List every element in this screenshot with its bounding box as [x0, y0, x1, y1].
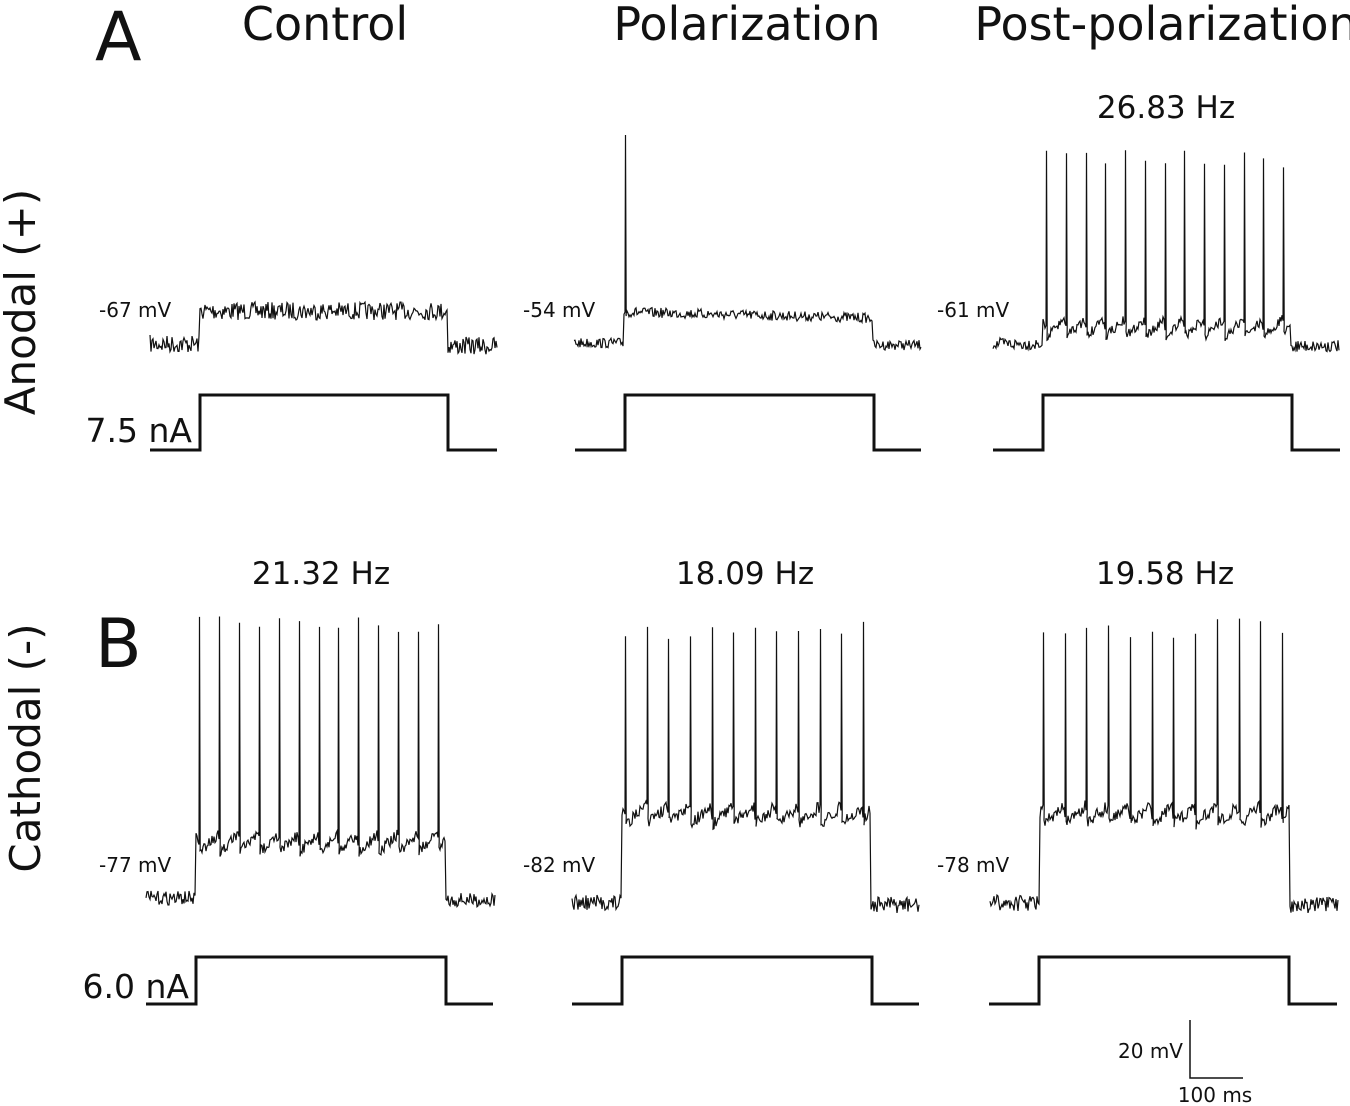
current-step-b2: [572, 955, 919, 1006]
scale-bar: 20 mV 100 ms: [1118, 1020, 1252, 1106]
rmp-label-a2: -54 mV: [523, 298, 596, 322]
row-label-anodal: Anodal (+): [0, 189, 45, 415]
current-step-a2: [575, 393, 921, 452]
rate-label-a3: 26.83 Hz: [1097, 90, 1235, 126]
column-title-control: Control: [242, 0, 408, 51]
rate-label-b2: 18.09 Hz: [676, 556, 814, 592]
current-step-b3: [989, 955, 1337, 1006]
scale-bar-lines: [1189, 1020, 1243, 1079]
current-step-a1: [150, 393, 497, 452]
voltage-trace-a3: [992, 150, 1340, 353]
row-label-cathodal: Cathodal (-): [1, 623, 50, 872]
rmp-label-b1: -77 mV: [99, 853, 172, 877]
current-label-cathodal: 6.0 nA: [83, 967, 190, 1006]
current-label-anodal: 7.5 nA: [86, 411, 193, 450]
current-step-a3: [993, 393, 1340, 452]
rate-label-b3: 19.58 Hz: [1096, 556, 1234, 592]
rmp-label-b3: -78 mV: [937, 853, 1010, 877]
rate-label-b1: 21.32 Hz: [252, 556, 390, 592]
voltage-trace-a2: [573, 134, 922, 352]
rmp-label-a3: -61 mV: [937, 298, 1010, 322]
current-step-b1: [146, 955, 493, 1006]
panel-letter-a: A: [95, 0, 142, 77]
column-title-post-polarization: Post-polarization: [974, 0, 1350, 51]
voltage-trace-a1: [149, 300, 498, 355]
current-steps: [146, 393, 1340, 1006]
panel-letter-b: B: [95, 605, 142, 684]
scale-bar-time-label: 100 ms: [1178, 1083, 1252, 1106]
voltage-trace-b3: [989, 618, 1339, 914]
rmp-label-a1: -67 mV: [99, 298, 172, 322]
scale-bar-voltage-label: 20 mV: [1118, 1039, 1183, 1063]
rmp-label-b2: -82 mV: [523, 853, 596, 877]
voltage-trace-b2: [571, 621, 920, 913]
column-title-polarization: Polarization: [613, 0, 880, 51]
voltage-trace-b1: [145, 616, 496, 909]
voltage-traces: [145, 134, 1340, 914]
